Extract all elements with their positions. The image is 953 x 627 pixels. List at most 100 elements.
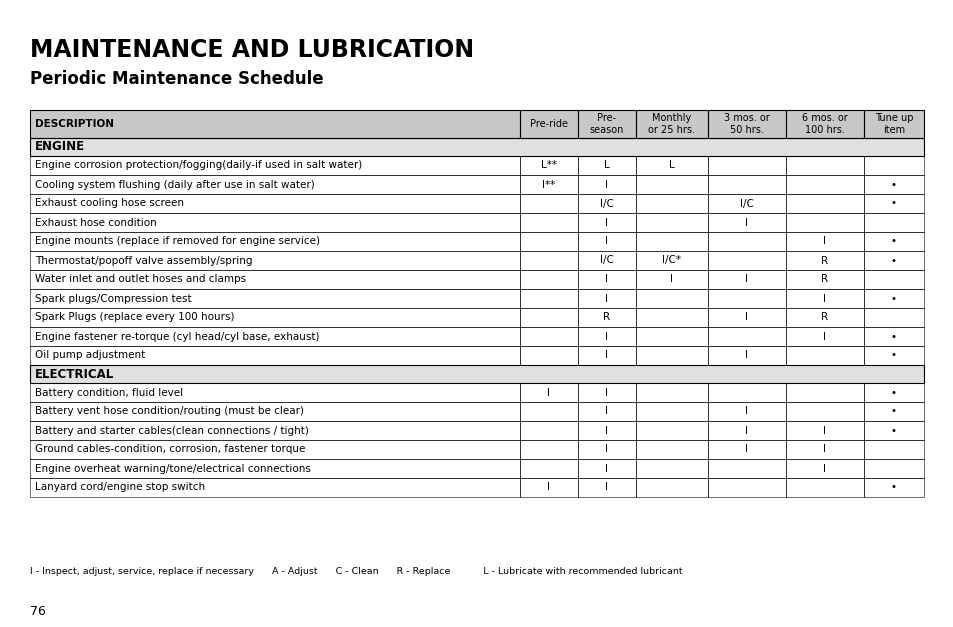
Bar [578, 213, 636, 232]
Bar [30, 365, 923, 383]
Bar [636, 383, 707, 402]
Text: Spark plugs/Compression test: Spark plugs/Compression test [35, 293, 192, 303]
Bar [636, 251, 707, 270]
Bar [636, 156, 707, 175]
Bar [636, 346, 707, 365]
Bar [863, 270, 923, 289]
Bar [578, 110, 636, 138]
Bar [785, 232, 863, 251]
Bar [707, 175, 785, 194]
Text: I: I [744, 426, 748, 436]
Bar [785, 289, 863, 308]
Bar [707, 346, 785, 365]
Bar [707, 421, 785, 440]
Bar [30, 110, 519, 138]
Text: I/C: I/C [599, 199, 614, 209]
Bar [785, 175, 863, 194]
Bar [30, 110, 519, 138]
Text: I/C*: I/C* [661, 255, 680, 265]
Bar [578, 327, 636, 346]
Bar [578, 440, 636, 459]
Text: I: I [822, 445, 825, 455]
Bar [707, 213, 785, 232]
Bar [519, 156, 578, 175]
Text: L: L [668, 161, 674, 171]
Text: I: I [547, 483, 550, 492]
Text: Periodic Maintenance Schedule: Periodic Maintenance Schedule [30, 70, 323, 88]
Text: I: I [744, 275, 748, 285]
Bar [519, 421, 578, 440]
Bar [636, 270, 707, 289]
Bar [707, 383, 785, 402]
Bar [785, 459, 863, 478]
Text: Exhaust hose condition: Exhaust hose condition [35, 218, 156, 228]
Bar [578, 156, 636, 175]
Text: 3 mos. or
50 hrs.: 3 mos. or 50 hrs. [723, 113, 769, 135]
Bar [578, 175, 636, 194]
Text: I - Inspect, adjust, service, replace if necessary      A - Adjust      C - Clea: I - Inspect, adjust, service, replace if… [30, 567, 682, 576]
Bar [863, 346, 923, 365]
Text: I: I [605, 426, 608, 436]
Text: I: I [605, 463, 608, 473]
Bar [578, 251, 636, 270]
Bar [785, 194, 863, 213]
Bar [785, 327, 863, 346]
Bar [707, 194, 785, 213]
Bar [785, 110, 863, 138]
Text: •: • [890, 236, 896, 246]
Bar [636, 110, 707, 138]
Text: •: • [890, 293, 896, 303]
Text: Tune up
item: Tune up item [874, 113, 912, 135]
Text: I: I [744, 406, 748, 416]
Text: Battery vent hose condition/routing (must be clear): Battery vent hose condition/routing (mus… [35, 406, 304, 416]
Bar [863, 478, 923, 497]
Text: Ground cables-condition, corrosion, fastener torque: Ground cables-condition, corrosion, fast… [35, 445, 305, 455]
Text: I: I [744, 218, 748, 228]
Bar [578, 289, 636, 308]
Text: •: • [890, 387, 896, 398]
Bar [707, 232, 785, 251]
Text: Engine mounts (replace if removed for engine service): Engine mounts (replace if removed for en… [35, 236, 319, 246]
Bar [578, 402, 636, 421]
Bar [519, 308, 578, 327]
Text: •: • [890, 483, 896, 492]
Bar [578, 308, 636, 327]
Text: 76: 76 [30, 605, 46, 618]
Bar [707, 478, 785, 497]
Bar [636, 194, 707, 213]
Text: I: I [605, 332, 608, 342]
Text: I: I [605, 275, 608, 285]
Bar [30, 138, 923, 156]
Text: I: I [547, 387, 550, 398]
Bar [519, 440, 578, 459]
Text: ENGINE: ENGINE [35, 140, 85, 154]
Bar [30, 232, 519, 251]
Bar [863, 308, 923, 327]
Text: ELECTRICAL: ELECTRICAL [35, 367, 114, 381]
Text: Engine fastener re-torque (cyl head/cyl base, exhaust): Engine fastener re-torque (cyl head/cyl … [35, 332, 319, 342]
Bar [30, 421, 519, 440]
Text: R: R [821, 312, 828, 322]
Text: I: I [744, 350, 748, 361]
Bar [30, 478, 519, 497]
Text: L**: L** [540, 161, 557, 171]
Text: Exhaust cooling hose screen: Exhaust cooling hose screen [35, 199, 184, 209]
Text: I: I [822, 293, 825, 303]
Text: R: R [821, 275, 828, 285]
Bar [863, 289, 923, 308]
Bar [30, 213, 519, 232]
Bar [30, 308, 519, 327]
Text: I: I [822, 426, 825, 436]
Bar [636, 110, 707, 138]
Bar [636, 459, 707, 478]
Text: I/C: I/C [740, 199, 753, 209]
Bar [636, 289, 707, 308]
Text: R: R [821, 255, 828, 265]
Bar [30, 138, 923, 156]
Bar [30, 251, 519, 270]
Text: Water inlet and outlet hoses and clamps: Water inlet and outlet hoses and clamps [35, 275, 246, 285]
Bar [707, 156, 785, 175]
Text: Thermostat/popoff valve assembly/spring: Thermostat/popoff valve assembly/spring [35, 255, 253, 265]
Bar [519, 110, 578, 138]
Bar [30, 365, 923, 383]
